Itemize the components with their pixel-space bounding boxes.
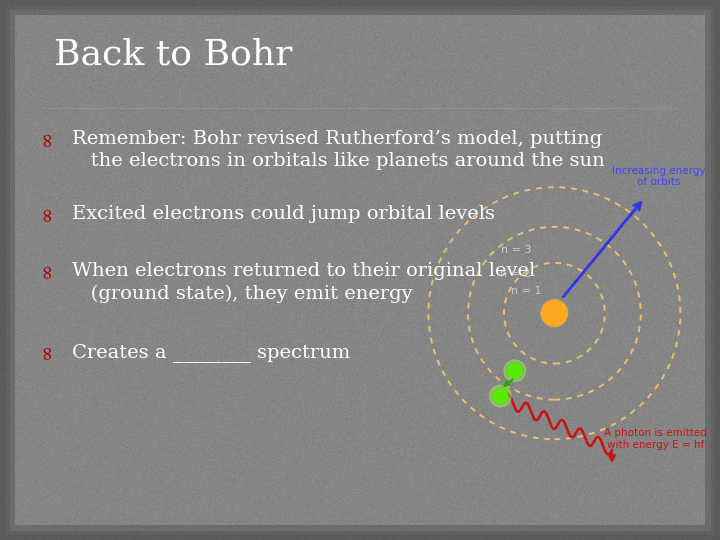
Text: n = 1: n = 1 <box>511 286 542 295</box>
Ellipse shape <box>493 389 508 403</box>
Text: ∞: ∞ <box>38 130 56 146</box>
Ellipse shape <box>490 385 511 407</box>
Text: Back to Bohr: Back to Bohr <box>54 38 292 72</box>
Ellipse shape <box>504 360 526 382</box>
Text: Creates a ________ spectrum: Creates a ________ spectrum <box>72 343 350 362</box>
Ellipse shape <box>546 304 563 322</box>
Ellipse shape <box>541 300 567 326</box>
Ellipse shape <box>508 363 522 378</box>
Ellipse shape <box>541 300 568 327</box>
Text: Excited electrons could jump orbital levels: Excited electrons could jump orbital lev… <box>72 205 495 223</box>
Text: ∞: ∞ <box>38 205 56 221</box>
Ellipse shape <box>544 302 565 324</box>
Text: n = 2: n = 2 <box>500 269 531 279</box>
Text: ∞: ∞ <box>38 343 56 359</box>
Text: n = 3: n = 3 <box>501 245 532 255</box>
Text: Increasing energy
of orbits: Increasing energy of orbits <box>612 166 706 187</box>
Text: A photon is emitted
with energy E = hf: A photon is emitted with energy E = hf <box>604 428 706 450</box>
Text: Remember: Bohr revised Rutherford’s model, putting
   the electrons in orbitals : Remember: Bohr revised Rutherford’s mode… <box>72 130 605 171</box>
Text: ∞: ∞ <box>38 262 56 278</box>
Text: When electrons returned to their original level
   (ground state), they emit ene: When electrons returned to their origina… <box>72 262 535 303</box>
